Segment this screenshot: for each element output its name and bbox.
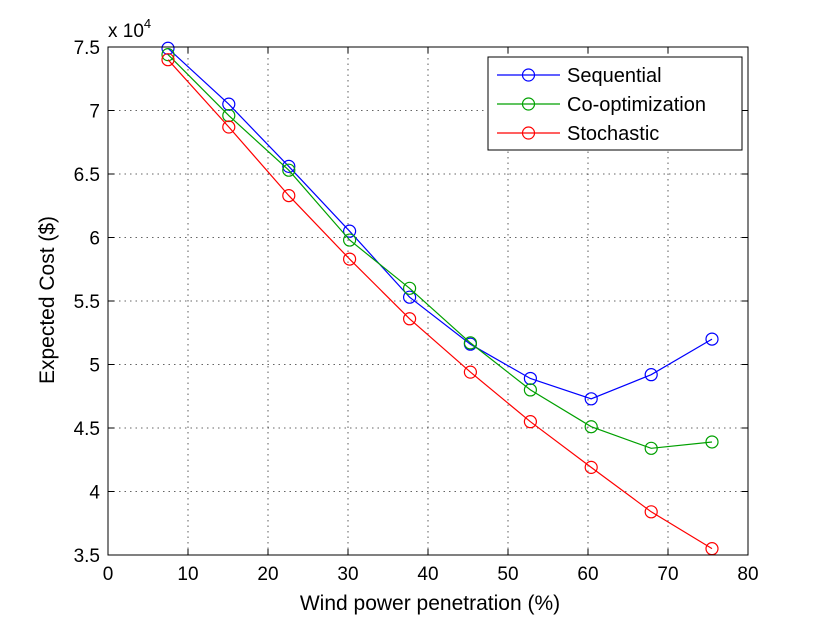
x-axis-label: Wind power penetration (%) [300, 592, 560, 615]
stochastic-point [282, 188, 296, 203]
stochastic-point [523, 415, 538, 429]
sequential-point [644, 368, 658, 382]
sequential-point [403, 290, 417, 304]
x-tick-label: 20 [257, 564, 278, 585]
legend-item-sequential: Sequential [497, 65, 662, 87]
co-optimization-point [161, 48, 175, 62]
series-co-optimization [161, 48, 719, 455]
stochastic-point [403, 312, 417, 326]
y-tick-label: 3.5 [74, 546, 100, 567]
y-tick-label: 4.5 [74, 419, 100, 440]
y-multiplier-base: x 10 [108, 21, 144, 42]
grid-lines [108, 47, 748, 555]
y-tick-label: 6.5 [74, 165, 100, 186]
co-optimization-point [584, 420, 598, 434]
co-optimization-point [343, 233, 357, 247]
x-tick-label: 60 [577, 564, 598, 585]
stochastic-point [584, 460, 598, 474]
sequential-point [343, 224, 357, 238]
legend-marker [521, 68, 536, 82]
co-optimization-point [463, 336, 477, 350]
co-optimization-point [523, 383, 538, 397]
series-layer [161, 41, 719, 556]
co-optimization-point [644, 441, 658, 455]
x-tick-label: 40 [417, 564, 438, 585]
axis-ticks: 0 10 20 30 40 50 60 70 80 3.5 4 4.5 5 5.5 6 6.5 7 7.5 [74, 38, 759, 585]
sequential-point [705, 332, 719, 346]
y-tick-label: 7 [89, 102, 100, 123]
y-tick-label: 7.5 [74, 38, 100, 59]
stochastic-point [222, 120, 236, 134]
legend-label: Stochastic [567, 123, 659, 145]
sequential-line [167, 47, 713, 400]
legend-marker [521, 97, 536, 111]
legend-item-co-optimization: Co-optimization [497, 94, 706, 116]
series-stochastic [161, 53, 719, 556]
stochastic-point [161, 53, 175, 67]
x-tick-label: 50 [497, 564, 518, 585]
y-axis-multiplier: x 104 [108, 16, 151, 42]
co-optimization-point [705, 435, 719, 449]
legend-label: Co-optimization [567, 94, 706, 116]
co-optimization-line [167, 54, 713, 449]
sequential-point [282, 159, 296, 173]
stochastic-line [167, 59, 713, 550]
stochastic-point [705, 542, 719, 556]
y-tick-label: 4 [89, 483, 100, 504]
legend-item-stochastic: Stochastic [497, 123, 659, 145]
sequential-point [584, 392, 598, 406]
x-tick-label: 70 [657, 564, 678, 585]
x-tick-label: 0 [103, 564, 114, 585]
co-optimization-point [403, 281, 417, 295]
y-tick-label: 5 [89, 356, 100, 377]
y-axis-label: Expected Cost ($) [36, 216, 59, 384]
stochastic-point [463, 365, 477, 379]
x-tick-label: 80 [737, 564, 758, 585]
x-tick-label: 10 [177, 564, 198, 585]
stochastic-point [343, 252, 357, 266]
co-optimization-point [282, 163, 296, 177]
stochastic-point [644, 505, 658, 519]
x-tick-label: 30 [337, 564, 358, 585]
y-multiplier-exponent: 4 [144, 16, 151, 31]
y-tick-label: 6 [89, 229, 100, 250]
y-tick-label: 5.5 [74, 292, 100, 313]
legend-marker [521, 126, 536, 140]
legend: Sequential Co-optimization Stochastic [487, 56, 743, 151]
legend-label: Sequential [567, 65, 662, 87]
